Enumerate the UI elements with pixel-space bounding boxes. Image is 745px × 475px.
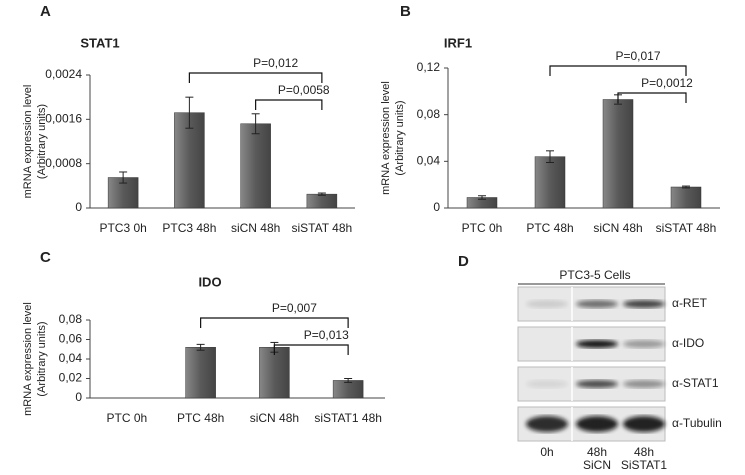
blot-header: PTC3-5 Cells bbox=[559, 268, 630, 282]
y-tick-label: 0 bbox=[75, 200, 82, 214]
x-tick-label: siCN 48h bbox=[231, 221, 280, 235]
y-tick-label: 0,04 bbox=[417, 154, 441, 168]
significance-bracket bbox=[617, 92, 687, 103]
blot-band bbox=[526, 416, 568, 432]
x-tick-label: siSTAT 48h bbox=[292, 221, 353, 235]
x-tick-label: siSTAT1 48h bbox=[314, 411, 382, 425]
chart-title: IDO bbox=[198, 274, 221, 289]
x-tick-label: siSTAT 48h bbox=[656, 221, 717, 235]
chart-title: IRF1 bbox=[444, 35, 472, 50]
blot-band bbox=[526, 300, 568, 308]
lane-label: SiSTAT1 bbox=[621, 458, 668, 472]
blot-band bbox=[576, 300, 618, 308]
x-tick-label: siCN 48h bbox=[250, 411, 299, 425]
x-tick-label: PTC 0h bbox=[107, 411, 148, 425]
p-value: P=0,0012 bbox=[641, 76, 693, 90]
p-value: P=0,013 bbox=[304, 328, 349, 342]
blot-band bbox=[623, 416, 665, 432]
y-tick-label: 0,0008 bbox=[45, 156, 82, 170]
bar bbox=[602, 99, 634, 209]
bar bbox=[185, 347, 216, 399]
blot-band bbox=[623, 300, 665, 308]
bar bbox=[670, 186, 702, 209]
x-tick-label: siCN 48h bbox=[593, 221, 642, 235]
x-tick-label: PTC3 0h bbox=[99, 221, 146, 235]
y-tick-label: 0,12 bbox=[417, 60, 441, 74]
p-value: P=0,007 bbox=[272, 301, 317, 315]
chart-title: STAT1 bbox=[80, 35, 119, 50]
bar bbox=[306, 193, 338, 209]
y-tick-label: 0,08 bbox=[59, 312, 83, 326]
x-tick-label: PTC3 48h bbox=[162, 221, 216, 235]
p-value: P=0,012 bbox=[253, 56, 298, 70]
blot-band bbox=[576, 380, 618, 388]
row-label: α-STAT1 bbox=[672, 376, 719, 390]
lane-label: 48h bbox=[587, 445, 607, 459]
y-axis-label: (Arbitrary units) bbox=[36, 321, 48, 396]
blot-band bbox=[623, 380, 665, 388]
p-value: P=0,017 bbox=[615, 49, 660, 63]
x-tick-label: PTC 0h bbox=[462, 221, 503, 235]
y-axis-label: mRNA expression level bbox=[22, 302, 34, 416]
y-tick-label: 0,0024 bbox=[45, 67, 82, 81]
y-tick-label: 0,08 bbox=[417, 107, 441, 121]
significance-bracket bbox=[200, 317, 349, 328]
x-tick-label: PTC 48h bbox=[526, 221, 573, 235]
blot-band bbox=[576, 416, 618, 432]
y-axis-label: (Arbitrary units) bbox=[394, 100, 406, 175]
y-tick-label: 0 bbox=[433, 200, 440, 214]
row-label: α-Tubulin bbox=[672, 416, 722, 430]
significance-bracket bbox=[255, 99, 323, 110]
bar bbox=[534, 156, 566, 209]
panel-letter: B bbox=[400, 3, 411, 20]
row-label: α-RET bbox=[672, 296, 708, 310]
lane-label: SiCN bbox=[583, 458, 611, 472]
p-value: P=0,0058 bbox=[278, 83, 330, 97]
panel-letter: C bbox=[40, 249, 51, 266]
x-tick-label: PTC 48h bbox=[177, 411, 224, 425]
y-axis-label: mRNA expression level bbox=[380, 81, 392, 195]
lane-label: 0h bbox=[540, 445, 553, 459]
y-tick-label: 0,04 bbox=[59, 351, 83, 365]
y-axis-label: (Arbitrary units) bbox=[36, 104, 48, 179]
panel-letter: D bbox=[458, 253, 469, 270]
y-tick-label: 0,02 bbox=[59, 371, 83, 385]
significance-bracket bbox=[188, 72, 323, 83]
significance-bracket bbox=[549, 65, 687, 76]
bar bbox=[332, 380, 364, 399]
blot-band bbox=[526, 380, 568, 388]
lane-label: 48h bbox=[634, 445, 654, 459]
y-axis-label: mRNA expression level bbox=[22, 85, 34, 199]
panel-letter: A bbox=[40, 3, 51, 20]
blot-band bbox=[623, 340, 665, 348]
y-tick-label: 0 bbox=[75, 390, 82, 404]
bar bbox=[240, 123, 271, 209]
row-label: α-IDO bbox=[672, 336, 704, 350]
blot-band bbox=[576, 340, 618, 348]
y-tick-label: 0,0016 bbox=[45, 112, 82, 126]
y-tick-label: 0,06 bbox=[59, 332, 83, 346]
significance-bracket bbox=[273, 344, 349, 355]
bar bbox=[259, 347, 290, 399]
